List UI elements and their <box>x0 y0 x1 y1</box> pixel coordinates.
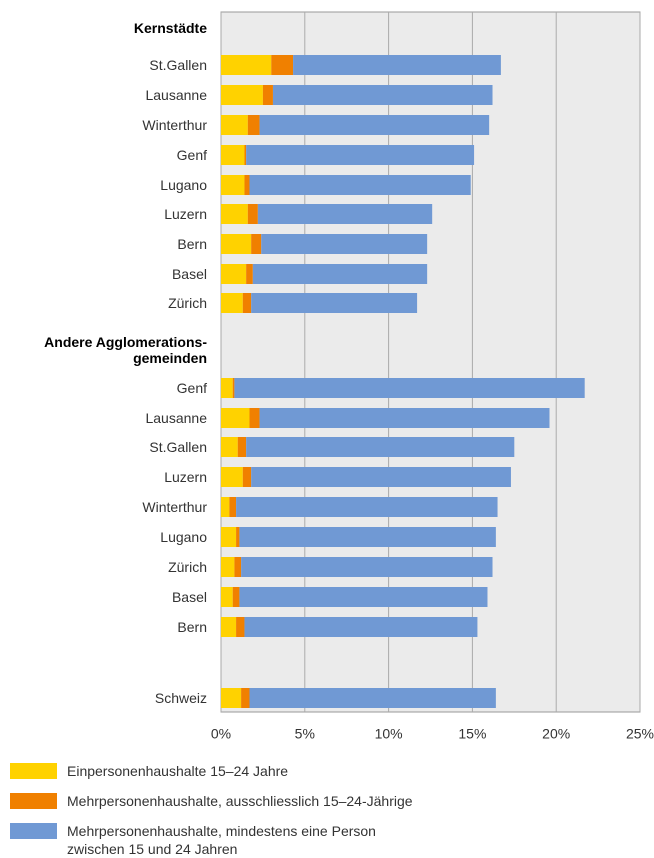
bar-segment <box>246 437 515 457</box>
bar-segment <box>257 204 433 224</box>
bar-segment <box>221 557 235 577</box>
bar-segment <box>259 115 490 135</box>
bar-segment <box>262 85 273 105</box>
bar-segment <box>272 85 493 105</box>
y-tick-label: Bern <box>177 619 207 635</box>
bar-segment <box>232 378 235 398</box>
bar-segment <box>239 527 496 547</box>
bar-segment <box>221 467 243 487</box>
bar-segment <box>251 234 262 254</box>
bar-segment <box>221 293 243 313</box>
bar-segment <box>259 408 550 428</box>
y-tick-label: Lausanne <box>145 410 207 426</box>
y-tick-label: Luzern <box>164 469 207 485</box>
bar-segment <box>252 264 428 284</box>
bar-segment <box>221 55 272 75</box>
y-tick-label: Zürich <box>168 559 207 575</box>
y-tick-label: Basel <box>171 266 207 282</box>
bar-segment <box>236 617 245 637</box>
bar-segment <box>229 497 237 517</box>
legend-label: Einpersonenhaushalte 15–24 Jahre <box>67 763 289 779</box>
bar-segment <box>246 145 475 165</box>
y-tick-label: Bern <box>177 236 207 252</box>
legend-label: Mehrpersonenhaushalte, mindestens eine P… <box>67 823 376 857</box>
y-tick-label: Schweiz <box>154 690 207 706</box>
bar-segment <box>247 115 260 135</box>
x-tick-label: 25% <box>626 726 654 742</box>
bar-segment <box>221 497 230 517</box>
bar-segment <box>221 437 238 457</box>
y-tick-label: St.Gallen <box>149 57 207 73</box>
y-tick-label: Luzern <box>164 206 207 222</box>
y-tick-label: Genf <box>176 147 207 163</box>
bar-segment <box>241 557 493 577</box>
group-label: Kernstädte <box>133 20 207 36</box>
bar-segment <box>241 688 250 708</box>
bar-segment <box>271 55 294 75</box>
bar-segment <box>221 587 233 607</box>
x-tick-label: 20% <box>542 726 570 742</box>
bar-segment <box>221 264 247 284</box>
bar-segment <box>221 204 248 224</box>
y-tick-label: Winterthur <box>142 499 207 515</box>
legend-item: Mehrpersonenhaushalte, ausschliesslich 1… <box>10 792 413 810</box>
bar-segment <box>242 293 252 313</box>
bar-segment <box>246 264 253 284</box>
x-tick-label: 5% <box>295 726 315 742</box>
bar-segment <box>221 175 245 195</box>
x-tick-label: 10% <box>375 726 403 742</box>
bar-segment <box>249 175 471 195</box>
bar-segment <box>244 617 478 637</box>
legend-item: Einpersonenhaushalte 15–24 Jahre <box>10 762 288 780</box>
legend-swatch <box>10 763 57 779</box>
bar-segment <box>242 467 252 487</box>
x-tick-label: 0% <box>211 726 231 742</box>
bar-segment <box>237 437 247 457</box>
bar-segment <box>236 497 498 517</box>
legend-swatch <box>10 793 57 809</box>
bar-segment <box>234 378 585 398</box>
bar-segment <box>221 378 233 398</box>
bar-segment <box>221 115 248 135</box>
bar-segment <box>249 408 260 428</box>
bar-segment <box>244 175 250 195</box>
bar-segment <box>244 145 247 165</box>
y-tick-label: St.Gallen <box>149 439 207 455</box>
bar-segment <box>221 85 263 105</box>
bar-segment <box>239 587 488 607</box>
legend-swatch <box>10 823 57 839</box>
bar-segment <box>232 587 240 607</box>
x-tick-label: 15% <box>458 726 486 742</box>
bar-segment <box>293 55 501 75</box>
bar-segment <box>221 408 250 428</box>
bar-segment <box>221 527 237 547</box>
bar-segment <box>236 527 240 547</box>
legend-label: Mehrpersonenhaushalte, ausschliesslich 1… <box>67 793 413 809</box>
legend-item: Mehrpersonenhaushalte, mindestens eine P… <box>10 822 376 858</box>
bar-segment <box>221 617 237 637</box>
y-tick-label: Winterthur <box>142 117 207 133</box>
bar-segment <box>234 557 242 577</box>
bar-segment <box>221 234 252 254</box>
y-tick-label: Genf <box>176 380 207 396</box>
y-tick-label: Lausanne <box>145 87 207 103</box>
y-tick-label: Lugano <box>160 529 207 545</box>
y-tick-label: Basel <box>171 589 207 605</box>
y-tick-label: Zürich <box>168 295 207 311</box>
bar-segment <box>251 293 418 313</box>
bar-segment <box>249 688 496 708</box>
bar-segment <box>247 204 258 224</box>
group-label: Andere Agglomerations- gemeinden <box>44 334 207 366</box>
bar-segment <box>221 688 242 708</box>
y-tick-label: Lugano <box>160 177 207 193</box>
bar-segment <box>221 145 245 165</box>
bar-segment <box>251 467 511 487</box>
bar-segment <box>261 234 428 254</box>
